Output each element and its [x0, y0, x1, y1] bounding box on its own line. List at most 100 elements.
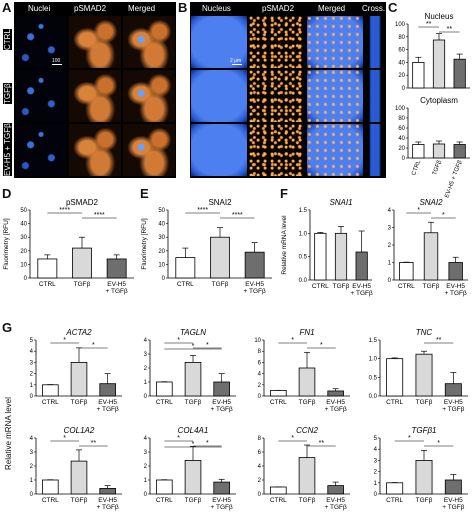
G-TAGLN-ytick-label-0: 0 [144, 394, 148, 400]
F-SNAI1-ytick-label-1: 0.5 [299, 255, 308, 261]
D-ylabel: Fluorimetry [RFU] [3, 218, 10, 269]
G-COL1A2-bar-0 [42, 479, 59, 495]
G-CCN2-sig-1: ** [319, 440, 325, 447]
G-TGFB1-ytick-label-5: 5 [374, 436, 378, 442]
G-ACTA2-cat-0-0: CTRL [42, 399, 59, 406]
C-nucleus-bar-2 [453, 58, 466, 89]
G-FN1-cat-1-0: TGFβ [299, 399, 316, 406]
F-SNAI2-cat-1-0: TGFβ [423, 283, 440, 290]
G-TNC-cat-2-1: + TGFβ [442, 406, 464, 413]
G-COL4A1-sig-2: * [192, 441, 195, 448]
G-COL4A1-ytick-label-1: 1 [144, 478, 148, 484]
F-SNAI2-bar-0 [399, 262, 414, 281]
C-nucleus-ytick-label-3: 60 [398, 48, 405, 54]
panel-a-micrograph-grid: Nuclei pSMAD2 Merged 100 [14, 2, 176, 178]
F-SNAI1-bar-1 [334, 232, 348, 281]
G-ACTA2-ytick-label-3: 3 [30, 360, 34, 366]
G-ACTA2-ytick-label-0: 0 [30, 394, 34, 400]
G-CCN2-bar-0 [270, 486, 287, 495]
G-FN1-ytick-label-4: 8 [258, 349, 262, 355]
F-SNAI2-title: SNAI2 [419, 198, 443, 207]
G-TGFB1-ytick-label-1: 1 [374, 481, 378, 487]
G-TGFB1-ytick-label-3: 3 [374, 458, 378, 464]
E-ytick-label-4: 40 [158, 222, 165, 228]
C-cytoplasm-cat-1: TGFβ [432, 159, 443, 176]
G-TAGLN-cat-2-0: EV-H5 [212, 399, 231, 406]
G-TGFB1-cat-1-0: TGFβ [416, 497, 433, 504]
E-ytick-label-1: 10 [158, 262, 165, 268]
G-CCN2-ytick-label-4: 8 [258, 436, 262, 442]
G-FN1-ytick-label-0: 0 [258, 394, 262, 400]
panel-label-d: D [2, 186, 12, 201]
G-COL1A2-sig-1: ** [91, 440, 97, 447]
panel-a-col-merged: Merged [128, 4, 156, 13]
E-cat-1-0: TGFβ [212, 281, 229, 288]
panel-label-e: E [140, 186, 149, 201]
G-COL1A2-sig-0: * [63, 435, 66, 442]
G-FN1-cat-2-1: + TGFβ [325, 406, 347, 413]
G-COL1A2-bar-2 [99, 488, 116, 495]
G-TGFB1-bar-1 [415, 460, 433, 495]
G-COL1A2-title: COL1A2 [64, 426, 95, 435]
G-TNC-cat-1-0: TGFβ [416, 399, 433, 406]
chart-g-acta2: ACTA2 0 1 2 3 4 5 CTRL TGFβ EV-H5+ TGFβ * * [30, 328, 122, 413]
G-ACTA2-ytick-label-2: 2 [30, 372, 34, 378]
G-TNC-ytick-label-0: 0.0 [369, 394, 378, 400]
E-bar-1 [210, 236, 230, 279]
G-FN1-bar-2 [327, 390, 344, 397]
panel-b-col-merged: Merged [318, 4, 346, 13]
G-CCN2-cat-2-1: + TGFβ [325, 504, 347, 511]
D-cat-2-0: EV-H5 [107, 281, 126, 288]
E-title: SNAI2 [208, 198, 232, 207]
C-cytoplasm-ytick-label-5: 100 [395, 106, 406, 112]
G-CCN2-ytick-label-0: 0 [258, 492, 262, 498]
panel-a-img-ctrl-nuclei [15, 16, 67, 68]
chart-g-col4a1: COL4A1 0 1 2 3 4 CTRL TGFβ EV-H5+ TGFβ * * * [144, 426, 236, 511]
panel-a-img-tgfb-nuclei [15, 70, 67, 122]
E-cat-2-0: EV-H5 [245, 281, 264, 288]
G-COL4A1-ytick-label-3: 3 [144, 450, 148, 456]
D-bar-2 [106, 258, 127, 279]
panel-b-img-ctrl-psmad2 [249, 16, 305, 68]
D-ytick-label-2: 20 [20, 249, 27, 255]
E-sig-1: **** [232, 212, 243, 219]
G-COL4A1-title: COL4A1 [178, 426, 209, 435]
G-COL4A1-bar-2 [213, 481, 230, 495]
G-TGFB1-sig-1: * [437, 440, 440, 447]
G-TNC-sig-0: ** [436, 337, 442, 344]
G-ACTA2-cat-1-0: TGFβ [71, 399, 88, 406]
F-SNAI1-cat-0-0: CTRL [312, 283, 329, 290]
F-SNAI1-ylabel: Relative mRNA level [281, 215, 288, 275]
E-cat-2-1: + TGFβ [244, 288, 266, 295]
F-SNAI1-ytick-label-3: 1.5 [299, 208, 308, 214]
panel-b-img-evh5-psmad2 [249, 124, 305, 176]
D-cat-1-0: TGFβ [74, 281, 91, 288]
G-TAGLN-ytick-label-2: 2 [144, 366, 148, 372]
G-FN1-ytick-label-5: 10 [254, 338, 261, 344]
G-COL4A1-cat-2-1: + TGFβ [211, 504, 233, 511]
F-SNAI1-title: SNAI1 [329, 198, 352, 207]
G-COL1A2-cat-2-1: + TGFβ [97, 504, 119, 511]
C-nucleus-sig-0: ** [426, 21, 432, 28]
chart-f-snai1: SNAI1 0.0 0.5 1.0 1.5 Relative mRNA level CTRL… [281, 198, 373, 297]
D-title: pSMAD2 [66, 198, 99, 207]
panel-b-img-evh5-merged [307, 124, 363, 176]
chart-e: SNAI2 0 10 20 30 40 50 Fluorimetry [RFU] CTRL TGF… [141, 198, 272, 295]
C-nucleus-bar-0 [412, 62, 425, 89]
C-cytoplasm-cat-2: EV-H5 + TGFβ [444, 159, 463, 199]
G-TNC-cat-0-0: CTRL [386, 399, 403, 406]
G-CCN2-cat-1-0: TGFβ [299, 497, 316, 504]
chart-g-tagln: TAGLN 0 1 2 3 4 CTRL TGFβ EV-H5+ TGFβ * * * [144, 328, 236, 413]
panel-b-img-tgfb-psmad2 [249, 70, 305, 122]
chart-g-tgfb1: TGFβ1 0 1 2 3 4 5 CTRL TGFβ EV-H5+ TGFβ * * [374, 426, 468, 511]
C-cytoplasm-ytick-label-1: 20 [398, 146, 405, 152]
D-ytick-label-0: 0 [24, 276, 28, 282]
panel-g-ylabel: Relative mRNA level [4, 397, 13, 470]
G-COL4A1-cat-1-0: TGFβ [185, 497, 202, 504]
C-cytoplasm-cat-0: CTRL [411, 159, 422, 176]
panel-b-col-cross: Cross. [362, 4, 386, 13]
panel-b-img-ctrl-merged [307, 16, 363, 68]
panel-b-img-tgfb-nucleus [191, 70, 247, 122]
C-nucleus-ytick-label-4: 80 [398, 35, 405, 41]
G-COL1A2-ytick-label-1: 1 [30, 478, 34, 484]
